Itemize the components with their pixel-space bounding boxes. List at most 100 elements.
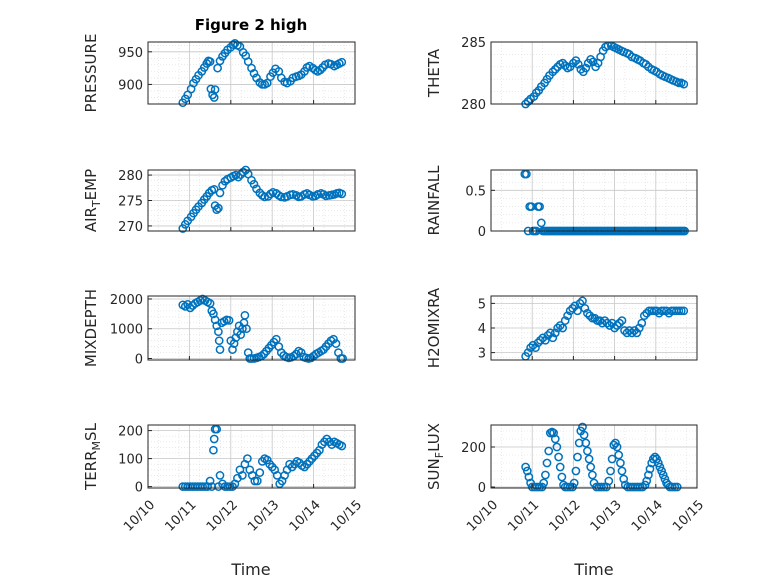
data-point (215, 471, 225, 480)
y-tick-label: 0 (135, 481, 143, 496)
data-point (583, 308, 592, 318)
data-point (321, 191, 331, 201)
data-point (654, 308, 664, 318)
data-point (616, 458, 625, 468)
data-point (630, 326, 639, 335)
data-point (652, 454, 661, 464)
plot-area (148, 425, 355, 488)
axes-frame (147, 41, 356, 105)
y-axis-label-main: SUN (425, 458, 443, 490)
y-tick-label: 1000 (110, 323, 143, 338)
data-series-sun_flux (521, 422, 682, 492)
figure-title: Figure 2 high (195, 16, 308, 34)
data-point (526, 343, 535, 353)
data-point (215, 56, 225, 66)
data-point (579, 430, 589, 440)
y-axis-label-mixdepth: MIXDEPTH (82, 289, 100, 367)
data-point (538, 333, 548, 343)
data-point (224, 316, 234, 325)
y-axis-label-main: THETA (425, 48, 443, 98)
y-tick-label: 280 (461, 98, 486, 113)
data-point (206, 84, 216, 94)
data-point (667, 482, 677, 492)
data-point (632, 328, 642, 338)
y-tick-label: 280 (118, 169, 143, 184)
y-axis-label-rest: SL (82, 422, 100, 441)
data-point (568, 303, 577, 313)
data-point (560, 316, 570, 325)
data-point (586, 55, 596, 64)
data-point (550, 434, 560, 444)
data-point (634, 323, 644, 333)
data-point (653, 458, 663, 468)
data-point (205, 476, 215, 486)
y-axis-label-subscript: M (90, 441, 103, 451)
y-axis-label-main: H2OMIXRA (425, 287, 443, 368)
data-point (252, 476, 262, 486)
data-point (655, 462, 665, 472)
data-point (531, 343, 540, 353)
data-point (236, 330, 246, 340)
data-point (573, 452, 582, 462)
data-point (597, 318, 607, 328)
y-tick-label: 4 (478, 322, 486, 337)
data-point (588, 57, 598, 67)
data-point (642, 308, 652, 318)
data-point (575, 299, 585, 308)
data-point (185, 303, 195, 313)
data-point (586, 462, 596, 472)
data-point (337, 57, 347, 67)
panel-mixdepth: 0 1000 2000 MIXDEPTH (82, 289, 356, 368)
data-point (543, 331, 553, 340)
data-point (210, 85, 220, 94)
data-point (229, 339, 239, 348)
data-point (238, 167, 248, 177)
y-axis-label-theta: THETA (425, 48, 443, 98)
axes-frame (490, 41, 698, 105)
data-point (588, 470, 597, 480)
data-point (641, 59, 651, 69)
data-point (638, 482, 647, 492)
data-point (549, 428, 558, 438)
y-tick-label: 2000 (110, 293, 143, 308)
data-point (215, 188, 225, 198)
data-point (664, 308, 674, 318)
data-point (521, 462, 530, 472)
data-point (676, 306, 686, 316)
data-point (576, 64, 586, 74)
data-point (209, 445, 218, 455)
data-point (536, 218, 546, 228)
y-axis-label-subscript: F (433, 452, 446, 458)
data-point (600, 316, 610, 325)
data-point (205, 57, 215, 66)
y-axis-label-main: MIXDEPTH (82, 289, 100, 367)
y-axis-label-sun_flux: SUNFLUX (425, 423, 446, 490)
data-point (612, 321, 622, 330)
panel-h2omixra: 3 4 5 H2OMIXRA (425, 287, 698, 368)
data-point (599, 482, 609, 492)
data-point (658, 470, 668, 480)
data-point (581, 63, 591, 73)
data-point (240, 310, 250, 320)
y-axis-label-air_temp: AIRTEMP (82, 169, 103, 232)
data-point (644, 470, 653, 480)
data-point (528, 340, 538, 350)
data-point (610, 323, 619, 333)
data-point (555, 462, 565, 472)
data-point (249, 179, 259, 189)
data-point (550, 328, 560, 338)
data-point (539, 478, 549, 488)
y-tick-label: 0 (478, 225, 486, 240)
data-point (569, 478, 579, 488)
data-point (568, 482, 577, 492)
data-point (607, 454, 617, 464)
panel-pressure: 900 950 PRESSURE (82, 34, 356, 112)
y-axis-label-main: AIR (82, 207, 100, 232)
data-point (563, 482, 572, 492)
data-point (637, 318, 647, 328)
data-series-pressure (178, 38, 347, 108)
data-point (597, 482, 606, 492)
y-tick-label: 285 (461, 36, 486, 51)
data-point (560, 61, 570, 70)
